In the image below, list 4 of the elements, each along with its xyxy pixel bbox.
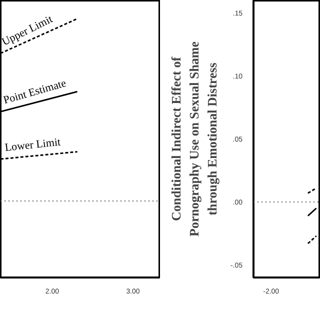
text: Upper Limit [0, 13, 55, 48]
y-axis-title: Conditional Indirect Effect of Pornography Use on Sexual Shame through Emotional Distress [168, 41, 220, 237]
text: Lower Limit [4, 136, 62, 154]
text: Point Estimate [2, 77, 68, 107]
